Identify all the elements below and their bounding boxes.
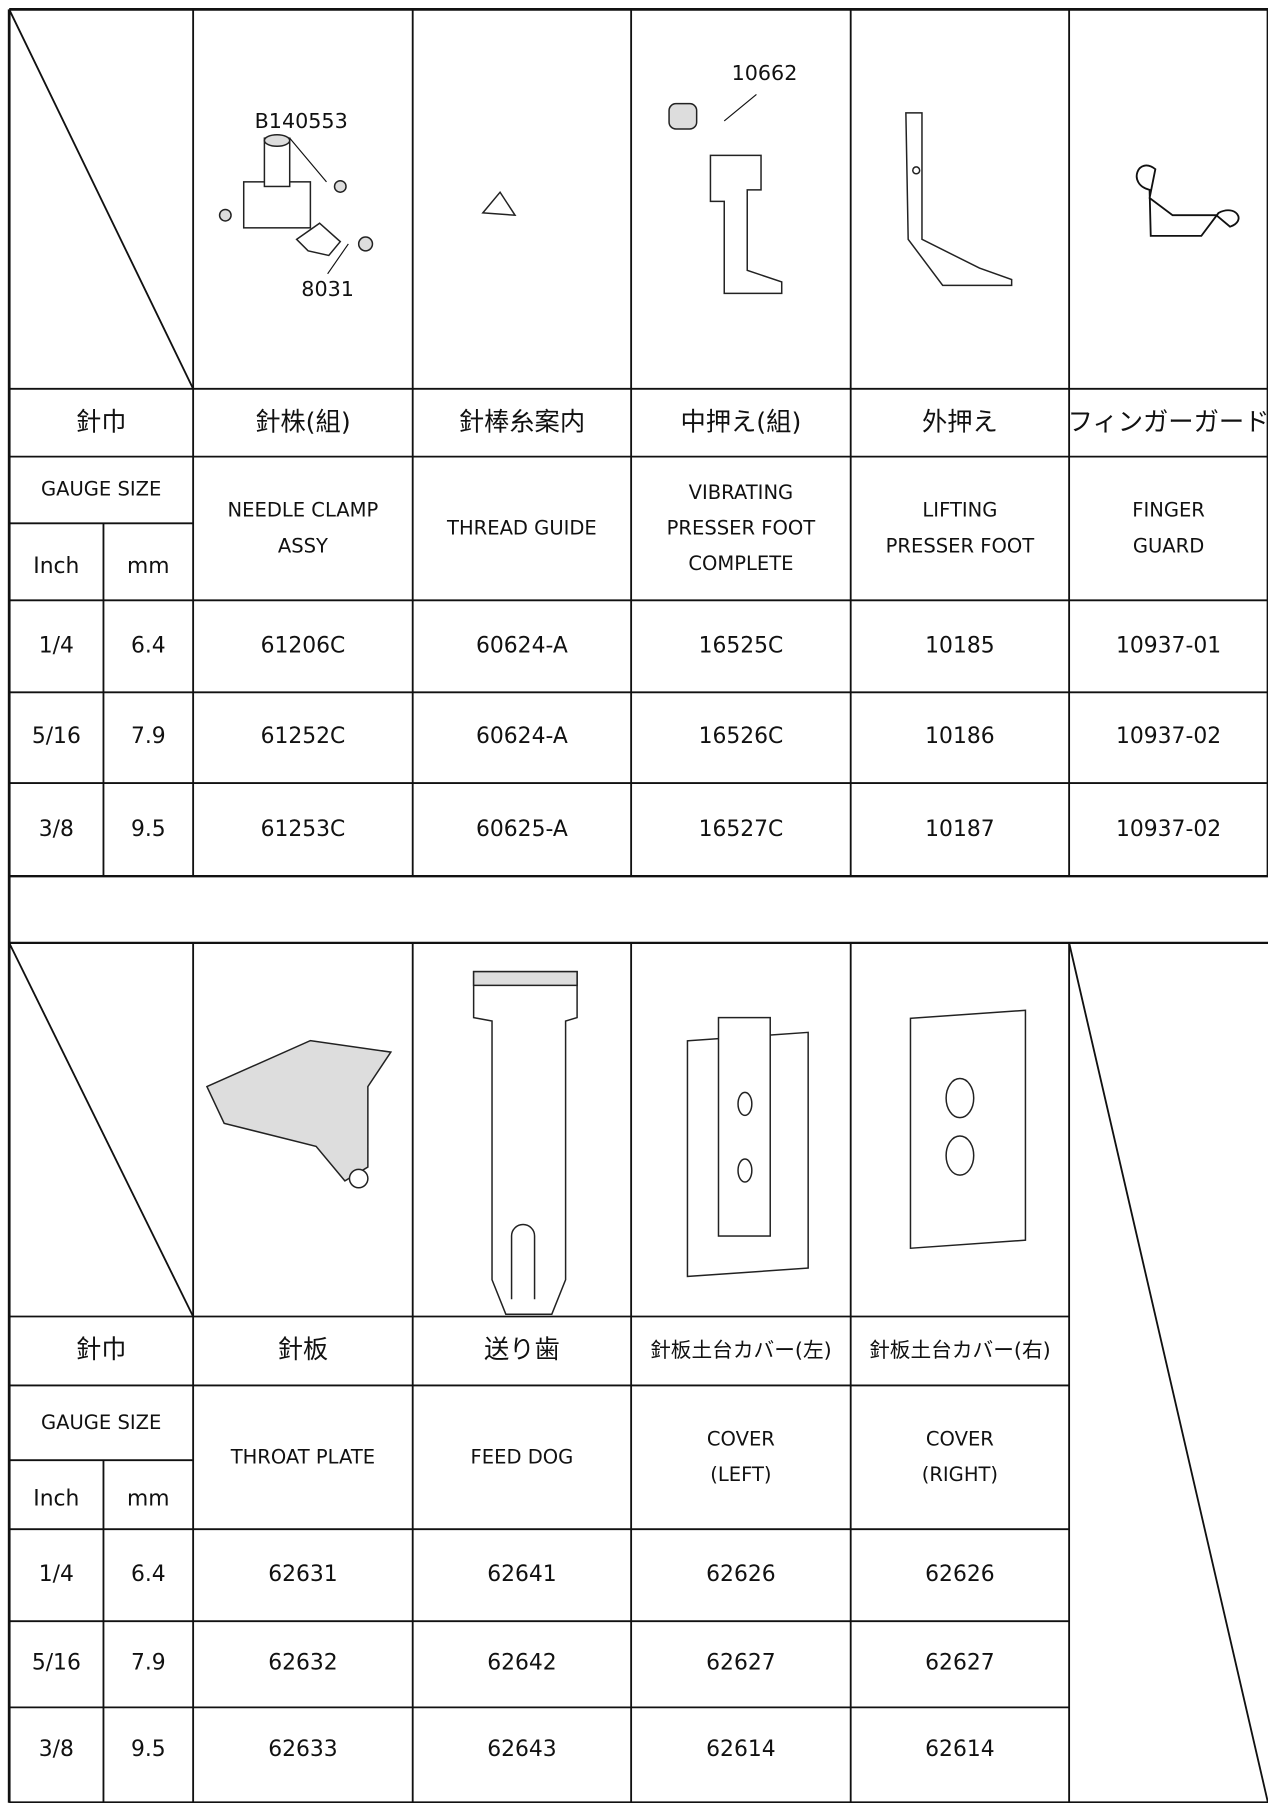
header-jp: 針棒糸案内 <box>459 407 585 436</box>
cell: 3/8 <box>39 817 74 842</box>
cell: 10185 <box>925 633 994 658</box>
cell: 5/16 <box>32 1651 81 1676</box>
cell: 62614 <box>706 1737 775 1762</box>
cell: 10937-01 <box>1116 633 1221 658</box>
cell: 61253C <box>261 817 346 842</box>
header-jp: 針板土台カバー(左) <box>650 1338 832 1362</box>
cell: 10937-02 <box>1116 817 1221 842</box>
cell: 7.9 <box>131 1651 166 1676</box>
cell: 62627 <box>925 1651 994 1676</box>
header-jp: 送り歯 <box>484 1335 560 1364</box>
callout-label: 8031 <box>301 277 354 301</box>
header-en: ASSY <box>278 534 328 557</box>
header-jp: 針板土台カバー(右) <box>869 1338 1051 1362</box>
cell: 61252C <box>261 724 346 749</box>
cell: 16527C <box>699 817 784 842</box>
header-en: THREAD GUIDE <box>446 517 597 540</box>
finger-guard-illustration <box>1135 164 1240 237</box>
header-en: FEED DOG <box>471 1445 574 1468</box>
cover-right-illustration <box>909 1009 1027 1250</box>
thread-guide-illustration <box>481 190 517 217</box>
feed-dog-illustration <box>472 970 578 1315</box>
cover-left-illustration <box>686 1016 809 1278</box>
callout-label: 10662 <box>732 61 798 85</box>
cell: 16525C <box>699 633 784 658</box>
cell: 62626 <box>706 1562 775 1587</box>
header-jp: 針株(組) <box>255 407 351 436</box>
cell: 61206C <box>261 633 346 658</box>
lifting-foot-illustration <box>905 112 1013 287</box>
cell: 62633 <box>268 1737 337 1762</box>
cell: 62631 <box>268 1562 337 1587</box>
cell: 62627 <box>706 1651 775 1676</box>
cell: 9.5 <box>131 1737 166 1762</box>
header-jp: 中押え(組) <box>680 407 801 436</box>
cell: 9.5 <box>131 817 166 842</box>
header-jp: 外押え <box>922 407 998 436</box>
header-en: PRESSER FOOT <box>667 517 816 540</box>
inch-label: Inch <box>33 554 79 579</box>
header-en: VIBRATING <box>689 481 794 504</box>
header-en: GUARD <box>1133 534 1204 557</box>
grid-line <box>8 942 194 1317</box>
grid-line <box>1068 942 1268 1803</box>
header-jp: 針板 <box>278 1335 329 1364</box>
cell: 62632 <box>268 1651 337 1676</box>
cell: 62626 <box>925 1562 994 1587</box>
cell: 60625-A <box>476 817 568 842</box>
header-en: COMPLETE <box>688 552 793 575</box>
inch-label: Inch <box>33 1486 79 1511</box>
header-en: COVER <box>707 1428 775 1451</box>
gauge-size-label: GAUGE SIZE <box>41 1411 161 1434</box>
cell: 60624-A <box>476 633 568 658</box>
cell: 62614 <box>925 1737 994 1762</box>
header-en: THROAT PLATE <box>230 1445 375 1468</box>
cell: 62641 <box>487 1562 556 1587</box>
mm-label: mm <box>127 1486 170 1511</box>
vibrating-foot-illustration <box>668 94 783 295</box>
header-en: PRESSER FOOT <box>886 534 1035 557</box>
throat-plate-illustration <box>205 1039 393 1189</box>
grid-line <box>8 9 194 390</box>
cell: 3/8 <box>39 1737 74 1762</box>
cell: 16526C <box>699 724 784 749</box>
gauge-size-label: GAUGE SIZE <box>41 477 161 500</box>
cell: 6.4 <box>131 633 166 658</box>
cell: 6.4 <box>131 1562 166 1587</box>
cell: 1/4 <box>39 633 74 658</box>
header-en: (LEFT) <box>710 1463 771 1486</box>
header-en: FINGER <box>1132 499 1205 522</box>
cell: 10937-02 <box>1116 724 1221 749</box>
cell: 60624-A <box>476 724 568 749</box>
cell: 62642 <box>487 1651 556 1676</box>
gauge-header-jp: 針巾 <box>76 1335 127 1364</box>
cell: 10187 <box>925 817 994 842</box>
cell: 10186 <box>925 724 994 749</box>
header-en: COVER <box>926 1428 994 1451</box>
header-en: (RIGHT) <box>922 1463 998 1486</box>
gauge-header-jp: 針巾 <box>76 407 127 436</box>
header-jp: フィンガーガード <box>1068 407 1268 436</box>
mm-label: mm <box>127 554 170 579</box>
cell: 7.9 <box>131 724 166 749</box>
header-en: NEEDLE CLAMP <box>228 499 379 522</box>
cell: 1/4 <box>39 1562 74 1587</box>
header-en: LIFTING <box>922 499 997 522</box>
cell: 62643 <box>487 1737 556 1762</box>
cell: 5/16 <box>32 724 81 749</box>
callout-label: B140553 <box>255 109 348 133</box>
needle-clamp-illustration <box>218 133 374 275</box>
